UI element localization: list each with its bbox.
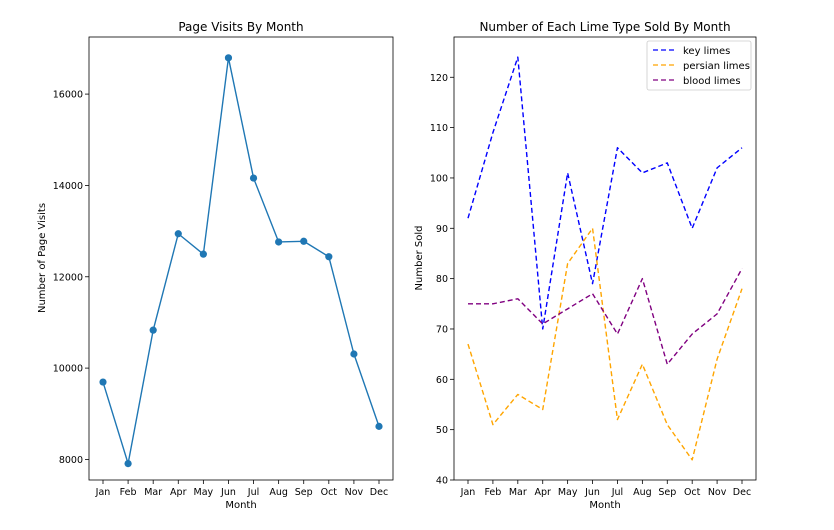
y-axis-label: Number Sold (414, 226, 425, 291)
x-tick-label: Jan (460, 487, 476, 498)
y-tick-label: 110 (430, 123, 448, 134)
x-tick-label: Apr (170, 487, 187, 498)
y-tick-label: 8000 (59, 455, 83, 466)
data-point-page-visits (249, 174, 258, 182)
data-point-page-visits (224, 54, 233, 62)
x-tick-label: Jul (611, 487, 623, 498)
data-point-page-visits (124, 460, 132, 468)
x-tick-label: Feb (484, 487, 501, 498)
x-tick-label: Apr (535, 487, 552, 498)
x-tick-label: Jun (220, 487, 236, 498)
x-axis-label: Month (225, 500, 256, 511)
x-tick-label: Mar (144, 487, 162, 498)
y-tick-label: 14000 (53, 181, 83, 192)
x-tick-label: Sep (658, 487, 676, 498)
page-visits-chart: Page Visits By Month 8000 10000 12000 14000… (37, 20, 394, 511)
series-layer (467, 56, 743, 461)
y-tick-label: 70 (436, 324, 448, 335)
x-axis-ticks: Jan Feb Mar Apr May Jun Jul Aug Sep Oct Nov Dec (95, 480, 388, 498)
y-axis-ticks: 8000 10000 12000 14000 16000 (53, 90, 89, 466)
series-layer (99, 54, 383, 468)
y-tick-label: 80 (436, 274, 448, 285)
x-tick-label: Dec (370, 487, 388, 498)
y-tick-label: 12000 (53, 272, 83, 283)
x-axis-ticks: Jan Feb Mar Apr May Jun Jul Aug Sep Oct Nov Dec (460, 480, 751, 498)
x-axis-label: Month (589, 500, 620, 511)
y-tick-label: 10000 (53, 364, 83, 375)
x-tick-label: Oct (684, 487, 701, 498)
data-point-page-visits (174, 230, 182, 238)
series-line-key-limes (467, 56, 743, 330)
plot-frame (88, 36, 394, 481)
y-tick-label: 16000 (53, 90, 83, 101)
x-tick-label: May (194, 487, 214, 498)
x-tick-label: Jan (95, 487, 111, 498)
y-tick-label: 120 (430, 73, 448, 84)
x-tick-label: Mar (509, 487, 527, 498)
x-tick-label: Feb (120, 487, 137, 498)
x-tick-label: Jul (247, 487, 259, 498)
x-tick-label: Oct (321, 487, 338, 498)
legend-label-key-limes: key limes (683, 46, 730, 57)
chart-title: Page Visits By Month (178, 20, 303, 34)
y-tick-label: 90 (436, 224, 448, 235)
x-tick-label: Sep (295, 487, 313, 498)
y-axis-label: Number of Page Visits (37, 203, 48, 313)
plot-frame (453, 36, 757, 481)
x-tick-label: Jun (584, 487, 600, 498)
data-point-page-visits (99, 378, 107, 386)
legend-label-blood-limes: blood limes (683, 76, 741, 87)
y-tick-label: 50 (436, 425, 448, 436)
x-tick-label: Dec (733, 487, 751, 498)
legend: key limes persian limes blood limes (646, 40, 752, 91)
legend-box (646, 40, 752, 91)
legend-label-persian-limes: persian limes (683, 61, 750, 72)
y-axis-ticks: 40 50 60 70 80 90 100 110 120 (430, 73, 454, 487)
series-line-persian-limes (467, 227, 743, 461)
x-tick-label: Nov (708, 487, 727, 498)
data-point-page-visits (199, 250, 207, 258)
y-tick-label: 40 (436, 476, 448, 487)
data-point-page-visits (300, 237, 308, 245)
data-point-page-visits (149, 326, 157, 334)
data-point-page-visits (275, 238, 283, 246)
y-tick-label: 60 (436, 375, 448, 386)
y-tick-label: 100 (430, 173, 448, 184)
data-point-page-visits (350, 350, 358, 358)
lime-sales-chart: Number of Each Lime Type Sold By Month 4… (414, 20, 757, 511)
x-tick-label: Nov (345, 487, 364, 498)
data-point-page-visits (325, 253, 333, 261)
x-tick-label: Aug (633, 487, 652, 498)
x-tick-label: May (558, 487, 578, 498)
series-line-blood-limes (468, 268, 743, 365)
data-point-page-visits (375, 422, 383, 430)
x-tick-label: Aug (269, 487, 288, 498)
series-line-page-visits (102, 57, 380, 465)
chart-title: Number of Each Lime Type Sold By Month (479, 20, 730, 34)
